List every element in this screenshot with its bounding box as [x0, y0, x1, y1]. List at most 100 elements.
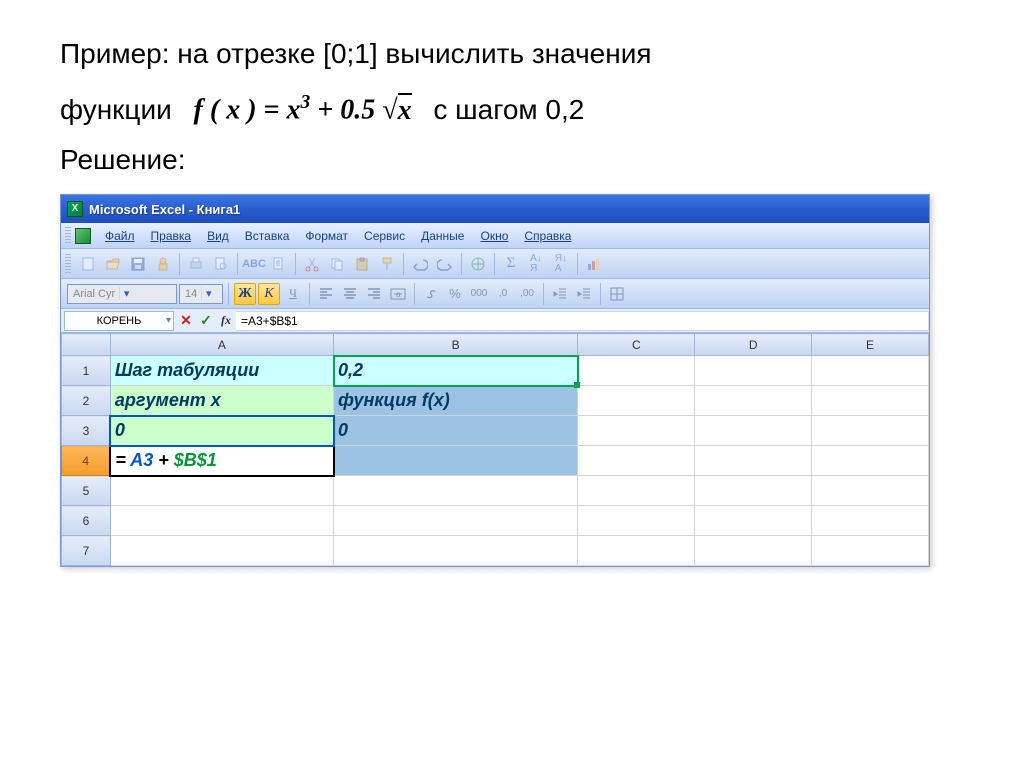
align-center-icon[interactable]	[339, 283, 361, 305]
select-all-corner[interactable]	[62, 334, 111, 356]
permission-icon[interactable]	[151, 252, 175, 276]
cell-B6[interactable]	[334, 506, 578, 536]
save-icon[interactable]	[126, 252, 150, 276]
cell-E5[interactable]	[812, 476, 929, 506]
menu-file[interactable]: Файл	[97, 226, 143, 246]
copy-icon[interactable]	[325, 252, 349, 276]
cell-A1[interactable]: Шаг табуляции	[110, 356, 333, 386]
redo-icon[interactable]	[433, 252, 457, 276]
cell-C7[interactable]	[578, 536, 695, 566]
cancel-formula-icon[interactable]: ✕	[177, 312, 195, 330]
spreadsheet-grid[interactable]: A B C D E 1 Шаг табуляции 0,2 2 аргумент	[61, 333, 929, 566]
decrease-decimal-icon[interactable]: ,00	[516, 283, 538, 305]
percent-icon[interactable]: %	[444, 283, 466, 305]
menu-help[interactable]: Справка	[516, 226, 579, 246]
cell-A5[interactable]	[110, 476, 333, 506]
cell-A4[interactable]: = A3 + $B$1	[110, 446, 333, 476]
col-header-C[interactable]: C	[578, 334, 695, 356]
cell-A7[interactable]	[110, 536, 333, 566]
cut-icon[interactable]	[300, 252, 324, 276]
cell-B3[interactable]: 0	[334, 416, 578, 446]
row-header-2[interactable]: 2	[62, 386, 111, 416]
cell-E3[interactable]	[812, 416, 929, 446]
cell-B1[interactable]: 0,2	[334, 356, 578, 386]
col-header-A[interactable]: A	[110, 334, 333, 356]
sort-asc-icon[interactable]: A↓Я	[524, 252, 548, 276]
cell-A6[interactable]	[110, 506, 333, 536]
col-header-B[interactable]: B	[334, 334, 578, 356]
cell-C6[interactable]	[578, 506, 695, 536]
col-header-E[interactable]: E	[812, 334, 929, 356]
new-icon[interactable]	[76, 252, 100, 276]
menubar-grip[interactable]	[65, 227, 71, 245]
cell-E6[interactable]	[812, 506, 929, 536]
align-right-icon[interactable]	[363, 283, 385, 305]
row-header-7[interactable]: 7	[62, 536, 111, 566]
cell-D3[interactable]	[695, 416, 812, 446]
autosum-icon[interactable]: Σ	[499, 252, 523, 276]
cell-D2[interactable]	[695, 386, 812, 416]
print-icon[interactable]	[184, 252, 208, 276]
cell-B5[interactable]	[334, 476, 578, 506]
preview-icon[interactable]	[209, 252, 233, 276]
cell-B2[interactable]: функция f(x)	[334, 386, 578, 416]
undo-icon[interactable]	[408, 252, 432, 276]
cell-E7[interactable]	[812, 536, 929, 566]
row-header-6[interactable]: 6	[62, 506, 111, 536]
workbook-icon[interactable]	[75, 228, 91, 244]
cell-C1[interactable]	[578, 356, 695, 386]
font-size-combo[interactable]: 14 ▾	[179, 284, 223, 304]
increase-indent-icon[interactable]	[573, 283, 595, 305]
open-icon[interactable]	[101, 252, 125, 276]
cell-C5[interactable]	[578, 476, 695, 506]
enter-formula-icon[interactable]: ✓	[197, 312, 215, 330]
cell-E1[interactable]	[812, 356, 929, 386]
cell-C4[interactable]	[578, 446, 695, 476]
borders-icon[interactable]	[606, 283, 628, 305]
cell-A3[interactable]: 0	[110, 416, 333, 446]
research-icon[interactable]	[267, 252, 291, 276]
comma-icon[interactable]: 000	[468, 283, 490, 305]
toolbar-grip[interactable]	[65, 254, 71, 274]
formula-input[interactable]: =A3+$B$1	[236, 311, 929, 331]
cell-A2[interactable]: аргумент х	[110, 386, 333, 416]
row-header-3[interactable]: 3	[62, 416, 111, 446]
format-painter-icon[interactable]	[375, 252, 399, 276]
fx-button[interactable]: fx	[217, 312, 235, 330]
align-left-icon[interactable]	[315, 283, 337, 305]
row-header-1[interactable]: 1	[62, 356, 111, 386]
font-name-combo[interactable]: Arial Cyr ▾	[67, 284, 177, 304]
cell-E4[interactable]	[812, 446, 929, 476]
cell-B4[interactable]	[334, 446, 578, 476]
row-header-5[interactable]: 5	[62, 476, 111, 506]
spellcheck-icon[interactable]: ABC	[242, 252, 266, 276]
name-box[interactable]: КОРЕНЬ ▾	[64, 311, 174, 331]
increase-decimal-icon[interactable]: ,0	[492, 283, 514, 305]
decrease-indent-icon[interactable]	[549, 283, 571, 305]
italic-button[interactable]: К	[258, 283, 280, 305]
cell-D6[interactable]	[695, 506, 812, 536]
cell-D1[interactable]	[695, 356, 812, 386]
merge-cells-icon[interactable]: a	[387, 283, 409, 305]
chart-icon[interactable]	[582, 252, 606, 276]
menu-view[interactable]: Вид	[199, 226, 237, 246]
row-header-4[interactable]: 4	[62, 446, 111, 476]
sort-desc-icon[interactable]: Я↓A	[549, 252, 573, 276]
cell-C3[interactable]	[578, 416, 695, 446]
col-header-D[interactable]: D	[695, 334, 812, 356]
hyperlink-icon[interactable]	[466, 252, 490, 276]
menu-insert[interactable]: Вставка	[237, 226, 298, 246]
paste-icon[interactable]	[350, 252, 374, 276]
menu-window[interactable]: Окно	[472, 226, 516, 246]
cell-B7[interactable]	[334, 536, 578, 566]
menu-data[interactable]: Данные	[413, 226, 472, 246]
menu-format[interactable]: Формат	[297, 226, 356, 246]
bold-button[interactable]: Ж	[234, 283, 256, 305]
cell-E2[interactable]	[812, 386, 929, 416]
menu-service[interactable]: Сервис	[356, 226, 413, 246]
menu-edit[interactable]: Правка	[143, 226, 200, 246]
cell-D4[interactable]	[695, 446, 812, 476]
cell-C2[interactable]	[578, 386, 695, 416]
currency-icon[interactable]	[420, 283, 442, 305]
underline-button[interactable]: Ч	[282, 283, 304, 305]
